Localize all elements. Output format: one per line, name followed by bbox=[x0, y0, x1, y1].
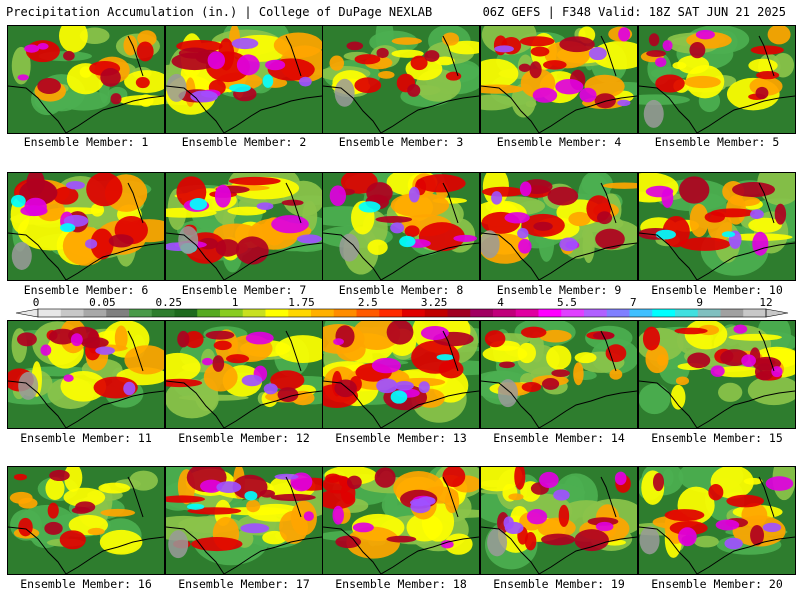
colorbar-swatch bbox=[515, 309, 539, 317]
member-label-18: Ensemble Member: 18 bbox=[335, 577, 467, 591]
member-label-11: Ensemble Member: 11 bbox=[20, 431, 152, 445]
member-map-10 bbox=[638, 172, 796, 281]
colorbar-tick-label: 7 bbox=[629, 296, 637, 309]
colorbar-swatch bbox=[333, 309, 357, 317]
colorbar-tick-label: 9 bbox=[696, 296, 703, 309]
member-label-4: Ensemble Member: 4 bbox=[496, 135, 622, 149]
member-map-8 bbox=[322, 172, 480, 281]
member-label-9: Ensemble Member: 9 bbox=[496, 283, 622, 297]
colorbar-swatch bbox=[242, 309, 266, 317]
colorbar-swatch bbox=[151, 309, 175, 317]
colorbar-swatch bbox=[265, 309, 289, 317]
colorbar-swatch bbox=[356, 309, 380, 317]
colorbar-tick-label: 12 bbox=[759, 296, 773, 309]
member-label-20: Ensemble Member: 20 bbox=[651, 577, 783, 591]
colorbar-swatch bbox=[106, 309, 130, 317]
colorbar-min-arrow bbox=[15, 308, 39, 318]
colorbar-tick-label: 1.75 bbox=[288, 296, 315, 309]
colorbar-swatch bbox=[379, 309, 403, 317]
member-map-17 bbox=[165, 466, 323, 575]
member-map-3 bbox=[322, 25, 480, 134]
member-label-13: Ensemble Member: 13 bbox=[335, 431, 467, 445]
member-map-13 bbox=[322, 320, 480, 429]
member-map-19 bbox=[480, 466, 638, 575]
member-label-7: Ensemble Member: 7 bbox=[181, 283, 307, 297]
colorbar-swatch bbox=[538, 309, 562, 317]
colorbar-swatch bbox=[652, 309, 676, 317]
member-label-16: Ensemble Member: 16 bbox=[20, 577, 152, 591]
member-label-17: Ensemble Member: 17 bbox=[178, 577, 310, 591]
member-map-2 bbox=[165, 25, 323, 134]
member-label-3: Ensemble Member: 3 bbox=[338, 135, 464, 149]
member-map-6 bbox=[7, 172, 165, 281]
colorbar-swatch bbox=[424, 309, 448, 317]
colorbar-swatch bbox=[675, 309, 699, 317]
model-run-info: 06Z GEFS | F348 Valid: 18Z SAT JUN 21 20… bbox=[482, 5, 786, 19]
colorbar-swatch bbox=[288, 309, 312, 317]
colorbar-tick-label: 5.5 bbox=[556, 296, 577, 309]
colorbar-tick-label: 3.25 bbox=[420, 296, 448, 309]
colorbar-max-arrow bbox=[765, 308, 789, 318]
member-label-5: Ensemble Member: 5 bbox=[654, 135, 780, 149]
member-map-9 bbox=[480, 172, 638, 281]
colorbar-swatch bbox=[743, 309, 767, 317]
colorbar-swatch bbox=[83, 309, 107, 317]
member-label-12: Ensemble Member: 12 bbox=[178, 431, 310, 445]
colorbar-tick-label: 4 bbox=[497, 296, 504, 309]
colorbar-swatch bbox=[629, 309, 653, 317]
colorbar-swatch bbox=[197, 309, 221, 317]
member-map-12 bbox=[165, 320, 323, 429]
colorbar-tick-label: 2.5 bbox=[357, 296, 378, 309]
colorbar: 0 0.05 0.25 1 1.75 2.5 3.25 4 5.5 7 9 12 bbox=[0, 296, 800, 320]
member-label-6: Ensemble Member: 6 bbox=[23, 283, 149, 297]
member-map-16 bbox=[7, 466, 165, 575]
colorbar-swatch bbox=[584, 309, 608, 317]
member-map-14 bbox=[480, 320, 638, 429]
member-map-7 bbox=[165, 172, 323, 281]
colorbar-swatch bbox=[606, 309, 630, 317]
colorbar-tick-label: 0.05 bbox=[89, 296, 116, 309]
map-title: Precipitation Accumulation (in.) | Colle… bbox=[6, 5, 433, 19]
member-map-15 bbox=[638, 320, 796, 429]
colorbar-tick-label: 0 bbox=[32, 296, 40, 309]
colorbar-swatch bbox=[311, 309, 335, 317]
member-label-15: Ensemble Member: 15 bbox=[651, 431, 783, 445]
member-map-5 bbox=[638, 25, 796, 134]
member-map-11 bbox=[7, 320, 165, 429]
colorbar-swatch bbox=[38, 309, 62, 317]
member-label-8: Ensemble Member: 8 bbox=[338, 283, 464, 297]
member-map-4 bbox=[480, 25, 638, 134]
member-label-2: Ensemble Member: 2 bbox=[181, 135, 307, 149]
member-label-14: Ensemble Member: 14 bbox=[493, 431, 625, 445]
member-label-19: Ensemble Member: 19 bbox=[493, 577, 625, 591]
member-label-1: Ensemble Member: 1 bbox=[23, 135, 149, 149]
colorbar-swatch bbox=[470, 309, 494, 317]
colorbar-swatch bbox=[220, 309, 244, 317]
member-label-10: Ensemble Member: 10 bbox=[651, 283, 783, 297]
member-map-1 bbox=[7, 25, 165, 134]
colorbar-swatch bbox=[561, 309, 585, 317]
colorbar-swatch bbox=[60, 309, 84, 317]
colorbar-swatch bbox=[697, 309, 721, 317]
member-map-20 bbox=[638, 466, 796, 575]
member-map-18 bbox=[322, 466, 480, 575]
colorbar-strip bbox=[15, 308, 789, 318]
colorbar-tick-label: 0.25 bbox=[155, 296, 182, 309]
colorbar-swatch bbox=[402, 309, 426, 317]
colorbar-swatch bbox=[447, 309, 471, 317]
colorbar-swatch bbox=[493, 309, 517, 317]
colorbar-swatch bbox=[720, 309, 744, 317]
colorbar-swatch bbox=[129, 309, 153, 317]
colorbar-tick-label: 1 bbox=[231, 296, 239, 309]
colorbar-swatch bbox=[174, 309, 198, 317]
